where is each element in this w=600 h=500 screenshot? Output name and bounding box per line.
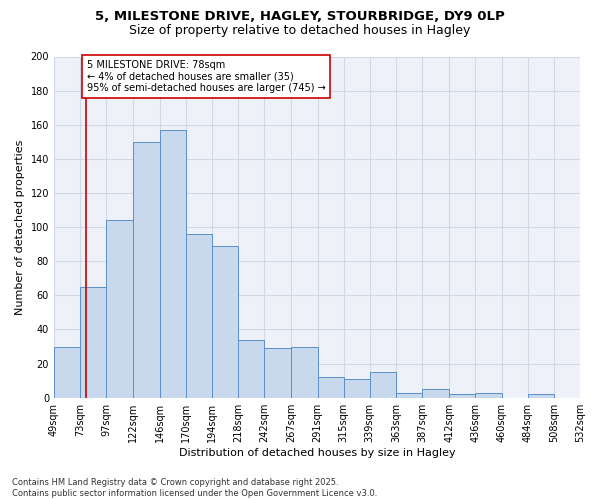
Bar — [370, 372, 396, 398]
Text: 5, MILESTONE DRIVE, HAGLEY, STOURBRIDGE, DY9 0LP: 5, MILESTONE DRIVE, HAGLEY, STOURBRIDGE,… — [95, 10, 505, 23]
Bar — [344, 379, 370, 398]
Y-axis label: Number of detached properties: Number of detached properties — [15, 140, 25, 315]
Bar — [264, 348, 292, 398]
Bar — [54, 346, 80, 398]
Bar — [238, 340, 264, 398]
Bar — [317, 377, 344, 398]
Bar — [422, 389, 449, 398]
Bar — [396, 392, 422, 398]
Bar — [133, 142, 160, 398]
Text: Contains HM Land Registry data © Crown copyright and database right 2025.
Contai: Contains HM Land Registry data © Crown c… — [12, 478, 377, 498]
Text: Size of property relative to detached houses in Hagley: Size of property relative to detached ho… — [130, 24, 470, 37]
Text: 5 MILESTONE DRIVE: 78sqm
← 4% of detached houses are smaller (35)
95% of semi-de: 5 MILESTONE DRIVE: 78sqm ← 4% of detache… — [86, 60, 325, 93]
Bar — [80, 287, 106, 398]
Bar — [449, 394, 475, 398]
Bar — [475, 392, 502, 398]
Bar — [528, 394, 554, 398]
Bar — [212, 246, 238, 398]
Bar — [160, 130, 186, 398]
Bar — [292, 346, 317, 398]
X-axis label: Distribution of detached houses by size in Hagley: Distribution of detached houses by size … — [179, 448, 455, 458]
Bar — [106, 220, 133, 398]
Bar — [186, 234, 212, 398]
